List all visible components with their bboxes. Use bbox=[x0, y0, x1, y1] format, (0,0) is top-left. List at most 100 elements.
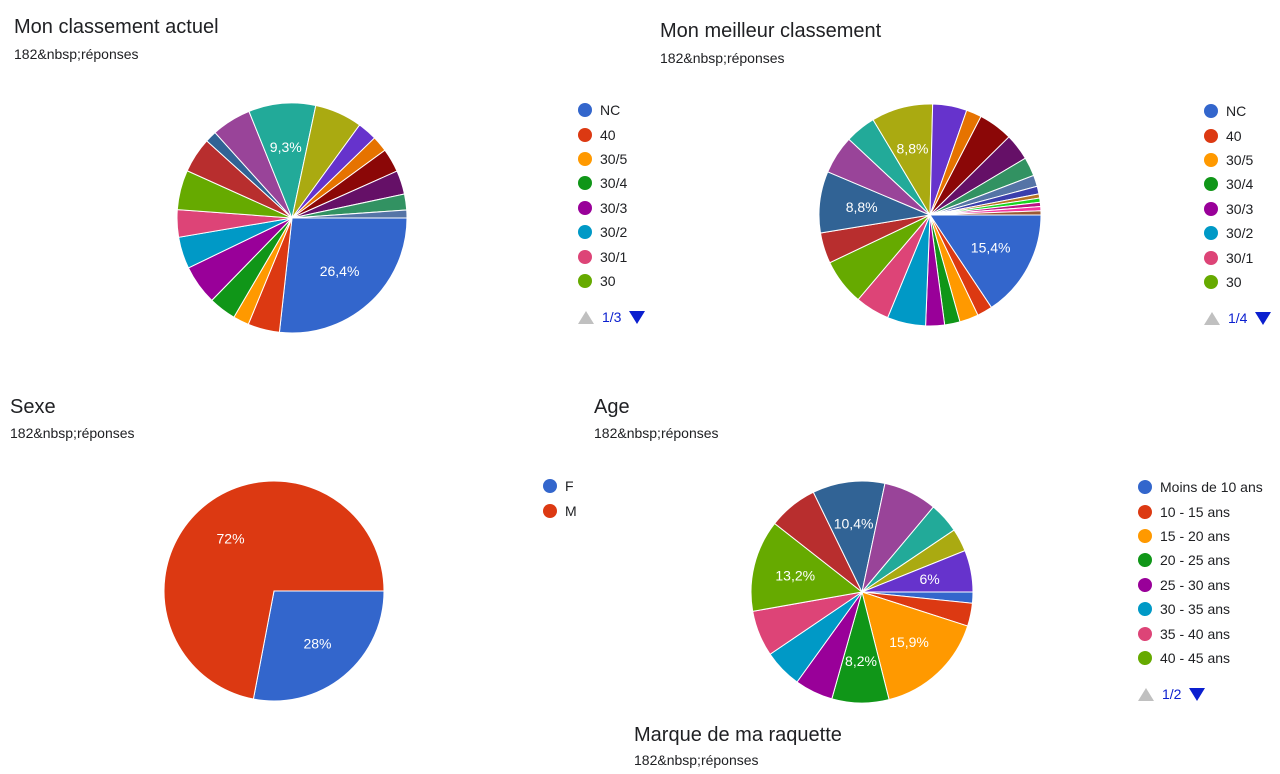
legend-item[interactable]: 30/5 bbox=[1204, 148, 1271, 172]
pie-slice-m[interactable] bbox=[163, 480, 385, 700]
legend-pager: 1/2 bbox=[1138, 686, 1263, 702]
pie-slice-f[interactable] bbox=[252, 590, 385, 702]
legend-swatch bbox=[1138, 626, 1152, 641]
legend-swatch bbox=[543, 503, 557, 518]
legend-item[interactable]: 15 - 20 ans bbox=[1138, 524, 1263, 548]
previous-page-icon[interactable] bbox=[578, 310, 594, 324]
legend-label: 30/3 bbox=[600, 199, 628, 216]
legend-item[interactable]: 30/4 bbox=[578, 171, 645, 195]
legend-swatch bbox=[1138, 577, 1152, 592]
next-page-icon[interactable] bbox=[1189, 687, 1206, 701]
legend-item[interactable]: 40 bbox=[578, 122, 645, 146]
legend-item[interactable]: 40 - 45 ans bbox=[1138, 646, 1263, 670]
legend-swatch bbox=[1204, 177, 1218, 192]
legend-item[interactable]: 30/1 bbox=[578, 244, 645, 268]
pie-chart-sexe: 28% 72% bbox=[163, 480, 385, 702]
legend-label: 30 bbox=[600, 272, 616, 289]
legend-label: 10 - 15 ans bbox=[1160, 503, 1231, 520]
legend-label: 40 bbox=[600, 126, 616, 143]
slice-percent-label: 13,2% bbox=[775, 567, 815, 583]
legend-item[interactable]: 30/2 bbox=[578, 220, 645, 244]
legend-item[interactable]: 30/5 bbox=[578, 147, 645, 171]
previous-page-icon[interactable] bbox=[1204, 311, 1220, 325]
pie-slice-nc[interactable] bbox=[278, 217, 408, 334]
legend-label: 30/1 bbox=[600, 248, 628, 265]
legend-item[interactable]: 40 bbox=[1204, 123, 1271, 147]
legend-item[interactable]: 30/3 bbox=[578, 196, 645, 220]
previous-page-icon[interactable] bbox=[1138, 687, 1154, 701]
legend-item[interactable]: 30/2 bbox=[1204, 221, 1271, 245]
legend-label: Moins de 10 ans bbox=[1160, 479, 1263, 496]
legend-item[interactable]: F bbox=[543, 474, 577, 498]
legend-pager: 1/3 bbox=[578, 309, 646, 326]
pie-slice[interactable] bbox=[861, 549, 974, 593]
slice-percent-label: 26,4% bbox=[320, 263, 360, 279]
slice-percent-label: 72% bbox=[217, 530, 245, 546]
legend-label: 15 - 20 ans bbox=[1160, 527, 1231, 544]
legend-item[interactable]: 35 - 40 ans bbox=[1138, 621, 1263, 645]
legend-swatch bbox=[578, 151, 592, 166]
legend-label: 25 - 30 ans bbox=[1160, 576, 1231, 593]
legend-swatch bbox=[1204, 128, 1218, 143]
legend-label: 30/4 bbox=[600, 175, 628, 192]
legend-swatch bbox=[1204, 201, 1218, 216]
chart-subtitle: 182&nbsp;réponses bbox=[14, 46, 139, 62]
legend-label: 30/2 bbox=[600, 224, 628, 241]
pie-slice-15-20-ans[interactable] bbox=[861, 591, 969, 701]
legend-item[interactable]: 30/3 bbox=[1204, 197, 1271, 221]
legend-swatch bbox=[578, 273, 592, 288]
legend-item[interactable]: 30 - 35 ans bbox=[1138, 597, 1263, 621]
legend-swatch bbox=[1138, 504, 1152, 519]
legend-label: 30/1 bbox=[1226, 249, 1254, 266]
page-indicator: 1/2 bbox=[1162, 686, 1182, 703]
legend-label: 40 bbox=[1226, 127, 1242, 144]
legend-item[interactable]: Moins de 10 ans bbox=[1138, 475, 1263, 499]
chart-subtitle: 182&nbsp;réponses bbox=[594, 425, 719, 441]
pie-slice[interactable] bbox=[929, 210, 1042, 216]
legend-item[interactable]: M bbox=[543, 498, 577, 522]
pie-chart-classement-actuel: 26,4% 9,3% bbox=[176, 102, 408, 334]
page-indicator: 1/4 bbox=[1228, 310, 1248, 327]
legend-item[interactable]: 30 bbox=[1204, 270, 1271, 294]
legend-label: 30 - 35 ans bbox=[1160, 601, 1231, 618]
legend-label: NC bbox=[600, 102, 621, 119]
slice-percent-label: 8,2% bbox=[845, 653, 877, 669]
slice-percent-label: 28% bbox=[303, 636, 331, 652]
chart-title: Mon classement actuel bbox=[14, 16, 219, 38]
chart-subtitle: 182&nbsp;réponses bbox=[10, 425, 135, 441]
legend: Moins de 10 ans 10 - 15 ans 15 - 20 ans … bbox=[1138, 475, 1263, 702]
pie-slice-nc[interactable] bbox=[929, 214, 1042, 309]
legend-item[interactable]: 10 - 15 ans bbox=[1138, 499, 1263, 523]
legend-item[interactable]: NC bbox=[1204, 99, 1271, 123]
legend-swatch bbox=[1138, 528, 1152, 543]
legend-item[interactable]: NC bbox=[578, 98, 645, 122]
pie-slice-40-45-ans[interactable] bbox=[750, 522, 864, 612]
pie-chart-meilleur-classement: 15,4% 8,8% 8,8% bbox=[818, 103, 1042, 327]
legend-swatch bbox=[1138, 553, 1152, 568]
legend-swatch bbox=[1204, 152, 1218, 167]
slice-percent-label: 8,8% bbox=[846, 199, 878, 215]
legend-item[interactable]: 30 bbox=[578, 269, 645, 293]
slice-percent-label: 10,4% bbox=[834, 516, 874, 532]
pie-slice[interactable] bbox=[291, 209, 408, 219]
legend-label: 30/3 bbox=[1226, 200, 1254, 217]
legend-swatch bbox=[1204, 250, 1218, 265]
pie-chart-age: 15,9% 8,2% 13,2% 10,4% 6% bbox=[750, 480, 974, 704]
legend-swatch bbox=[1204, 226, 1218, 241]
legend: NC 40 30/5 30/4 30/3 30/2 30/1 30 1/4 bbox=[1204, 99, 1272, 327]
legend-swatch bbox=[543, 479, 557, 494]
legend-swatch bbox=[1138, 650, 1152, 665]
next-page-icon[interactable] bbox=[629, 310, 646, 324]
next-page-icon[interactable] bbox=[1255, 311, 1272, 325]
pie-slice[interactable] bbox=[812, 480, 886, 594]
legend-swatch bbox=[578, 176, 592, 191]
legend-item[interactable]: 30/1 bbox=[1204, 245, 1271, 269]
legend-label: 30 bbox=[1226, 273, 1242, 290]
legend-item[interactable]: 25 - 30 ans bbox=[1138, 573, 1263, 597]
legend-item[interactable]: 20 - 25 ans bbox=[1138, 548, 1263, 572]
legend-label: 40 - 45 ans bbox=[1160, 649, 1231, 666]
legend-item[interactable]: 30/4 bbox=[1204, 172, 1271, 196]
legend-label: 35 - 40 ans bbox=[1160, 625, 1231, 642]
page-indicator: 1/3 bbox=[602, 309, 622, 326]
chart-subtitle: 182&nbsp;réponses bbox=[634, 752, 759, 768]
